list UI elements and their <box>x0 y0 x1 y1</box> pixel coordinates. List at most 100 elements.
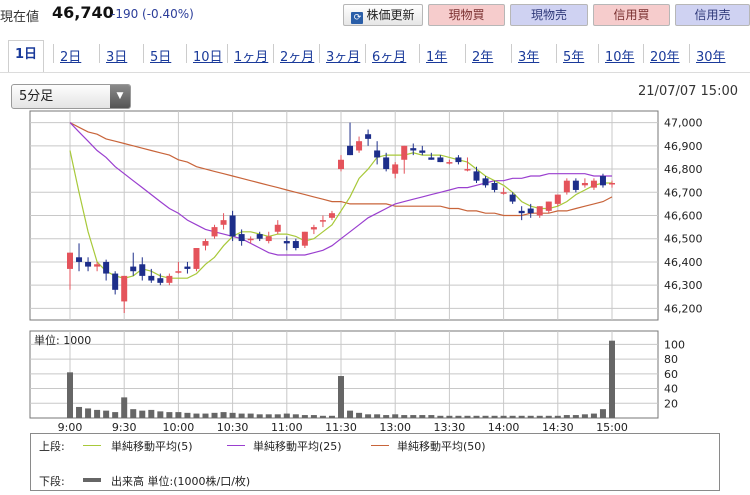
current-price-label: 現在値 <box>0 10 40 25</box>
time-tick-label: 14:00 <box>488 421 520 433</box>
volume-bar <box>410 415 417 418</box>
volume-bar <box>166 412 173 418</box>
tab-period-7[interactable]: 2ヶ月 <box>280 50 315 65</box>
candle-body <box>265 236 272 242</box>
volume-bar <box>103 410 110 418</box>
candle-body <box>455 157 462 163</box>
candle-body <box>238 234 245 242</box>
volume-bar <box>401 415 408 418</box>
tab-period-4[interactable]: 5日 <box>150 50 172 65</box>
current-price-value: 46,740 <box>52 3 114 22</box>
tab-period-14[interactable]: 10年 <box>605 50 635 65</box>
candle-body <box>193 248 200 269</box>
volume-bar <box>67 372 73 418</box>
candle-body <box>202 241 209 246</box>
volume-bar <box>274 414 281 418</box>
tab-separator <box>273 44 274 63</box>
candle-body <box>338 159 344 170</box>
chart-legend: 上段: 単純移動平均(5) 単純移動平均(25) 単純移動平均(50) 下段: … <box>30 433 720 491</box>
candle-body <box>401 145 408 160</box>
volume-tick-label: 20 <box>664 397 678 410</box>
time-tick-label: 9:30 <box>112 421 137 433</box>
margin-buy-button[interactable]: 信用買 <box>593 4 670 26</box>
dropdown-arrow-icon: ▼ <box>110 85 130 108</box>
volume-bar <box>473 415 480 418</box>
candle-body <box>482 178 489 186</box>
tab-separator <box>643 44 644 63</box>
tab-period-2[interactable]: 2日 <box>60 50 82 65</box>
price-tick-label: 46,700 <box>664 186 703 199</box>
tab-separator <box>689 44 690 63</box>
tab-period-8[interactable]: 3ヶ月 <box>326 50 361 65</box>
candle-body <box>175 271 182 273</box>
tab-period-13[interactable]: 5年 <box>563 50 585 65</box>
candle-body <box>599 176 606 186</box>
volume-bar <box>356 412 363 418</box>
candle-body <box>563 180 570 193</box>
tab-period-5[interactable]: 10日 <box>193 50 223 65</box>
volume-bar <box>518 415 525 418</box>
time-tick-label: 13:30 <box>434 421 466 433</box>
legend-volume-swatch <box>83 478 101 482</box>
candle-body <box>157 278 164 283</box>
tab-separator <box>186 44 187 63</box>
tab-period-3[interactable]: 3日 <box>106 50 128 65</box>
candle-body <box>581 182 588 186</box>
time-tick-label: 15:00 <box>596 421 628 433</box>
volume-bar <box>428 415 435 418</box>
volume-bar <box>365 414 372 418</box>
candle-body <box>554 194 561 204</box>
candle-body <box>437 157 444 163</box>
tab-separator <box>143 44 144 63</box>
candle-body <box>103 261 110 274</box>
candle-body <box>536 206 543 216</box>
tab-period-1[interactable]: 1日 <box>8 40 44 72</box>
candle-body <box>328 213 335 218</box>
volume-bar <box>437 415 444 418</box>
time-tick-label: 10:30 <box>217 421 249 433</box>
cash-sell-button[interactable]: 現物売 <box>510 4 588 26</box>
tab-period-10[interactable]: 1年 <box>426 50 448 65</box>
volume-bar <box>265 414 272 418</box>
volume-tick-label: 40 <box>664 383 678 396</box>
legend-upper-label: 上段: <box>39 440 65 453</box>
volume-bar <box>446 415 453 418</box>
price-tick-label: 46,600 <box>664 210 703 223</box>
volume-bar <box>392 414 399 418</box>
volume-bar <box>184 412 191 418</box>
volume-bar <box>121 397 128 418</box>
time-tick-label: 9:00 <box>58 421 83 433</box>
candle-body <box>500 192 507 194</box>
tab-period-6[interactable]: 1ヶ月 <box>234 50 269 65</box>
volume-bar <box>599 409 606 418</box>
volume-bar <box>527 415 534 418</box>
price-tick-label: 46,800 <box>664 163 703 176</box>
candle-body <box>410 148 417 151</box>
volume-bar <box>374 414 381 418</box>
price-tick-label: 47,000 <box>664 117 703 130</box>
volume-bar <box>491 415 498 418</box>
candle-body <box>247 238 254 241</box>
volume-bar <box>247 413 254 418</box>
volume-bar <box>554 415 561 418</box>
tab-period-11[interactable]: 2年 <box>472 50 494 65</box>
refresh-label: 株価更新 <box>366 8 415 22</box>
interval-select[interactable]: 5分足 ▼ <box>11 84 131 109</box>
candle-body <box>94 264 101 267</box>
volume-bar <box>310 415 317 418</box>
candle-body <box>365 134 372 139</box>
volume-bar <box>157 411 164 418</box>
legend-volume-label: 出来高 単位:(1000株/口/枚) <box>111 475 251 488</box>
candle-body <box>148 275 155 281</box>
volume-tick-label: 80 <box>664 353 678 366</box>
candle-body <box>301 231 308 246</box>
margin-sell-button[interactable]: 信用売 <box>675 4 750 26</box>
refresh-price-button[interactable]: ⟳ 株価更新 <box>343 4 423 26</box>
tab-period-15[interactable]: 20年 <box>650 50 680 65</box>
volume-bar <box>319 415 326 418</box>
tab-period-9[interactable]: 6ヶ月 <box>372 50 407 65</box>
tab-period-12[interactable]: 3年 <box>518 50 540 65</box>
tab-period-16[interactable]: 30年 <box>696 50 726 65</box>
volume-bar <box>419 415 426 418</box>
cash-buy-button[interactable]: 現物買 <box>428 4 505 26</box>
